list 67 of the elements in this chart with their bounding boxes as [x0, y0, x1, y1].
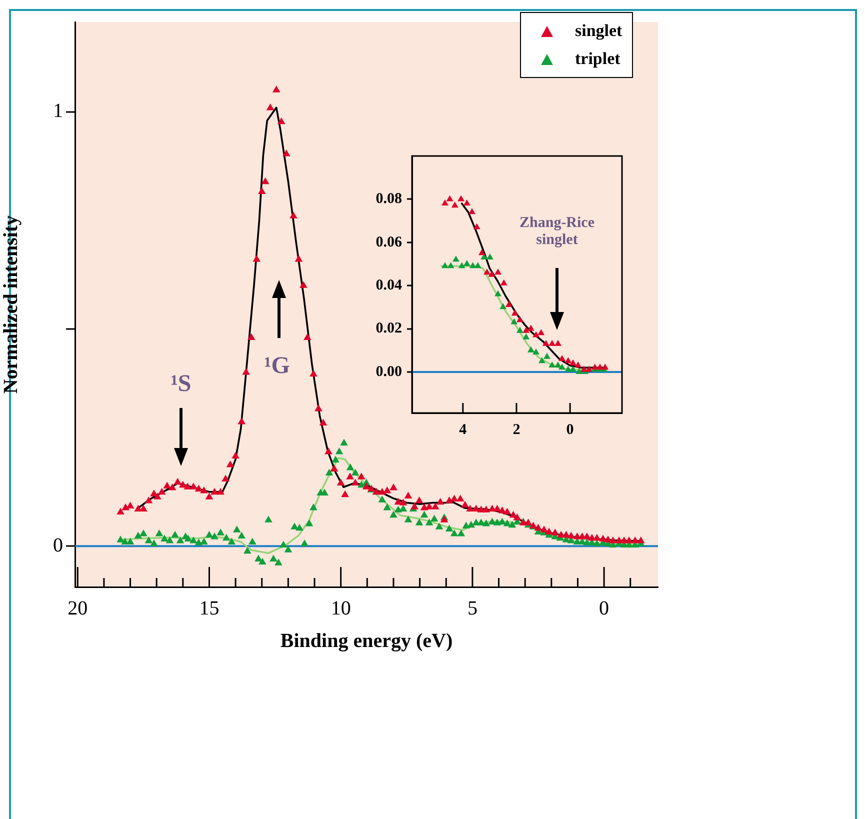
x-tick-label: 20	[68, 597, 88, 620]
point	[570, 359, 576, 366]
point	[478, 249, 486, 256]
point	[576, 368, 583, 374]
point	[494, 290, 502, 296]
point	[511, 310, 518, 316]
annotation: ¹G	[263, 353, 291, 381]
point	[446, 195, 454, 202]
point	[564, 366, 572, 372]
point	[538, 357, 546, 364]
point	[494, 268, 502, 275]
point	[447, 262, 454, 268]
point	[458, 262, 466, 268]
point	[564, 357, 572, 364]
point	[468, 208, 476, 214]
annotation: Zhang-Rice singlet	[518, 214, 596, 249]
point	[463, 200, 470, 206]
point	[548, 361, 556, 368]
x-tick-label: 0	[599, 597, 610, 620]
point	[474, 262, 482, 268]
point	[554, 361, 562, 368]
point	[542, 340, 550, 346]
point	[548, 340, 556, 346]
point	[558, 364, 566, 370]
y-tick-label: 0.04	[376, 277, 402, 294]
y-tick-label: 0.08	[376, 191, 402, 208]
point	[463, 260, 470, 266]
y-tick-label: 0.02	[376, 320, 402, 337]
point	[558, 355, 566, 362]
point	[527, 324, 534, 331]
point	[554, 340, 562, 346]
point	[458, 195, 464, 202]
x-tick-label: 2	[512, 422, 520, 438]
point	[510, 318, 518, 324]
point	[441, 262, 448, 268]
point	[532, 331, 540, 338]
y-tick-label: 0.06	[376, 234, 402, 250]
x-tick-label: 15	[199, 597, 220, 620]
point	[522, 326, 530, 333]
point	[574, 361, 582, 368]
point	[532, 348, 540, 355]
point	[527, 346, 534, 352]
x-axis-title: Binding energy (eV)	[280, 630, 453, 652]
x-tick-label: 0	[566, 422, 574, 438]
x-tick-label: 5	[467, 597, 478, 620]
point	[473, 223, 480, 230]
x-tick-label: 10	[330, 597, 351, 620]
y-tick-label: 0.00	[376, 364, 402, 380]
x-tick-label: 4	[459, 422, 468, 438]
point	[516, 326, 524, 333]
legend-label: triplet	[575, 49, 620, 69]
point	[570, 366, 576, 372]
point	[538, 329, 545, 336]
y-axis-title: Normalized intensity	[0, 215, 22, 394]
y-tick-label: 1	[53, 100, 63, 122]
point	[452, 256, 460, 262]
point	[441, 200, 448, 206]
point	[484, 268, 490, 275]
legend-label: singlet	[575, 21, 622, 41]
point	[544, 352, 550, 359]
point	[486, 254, 494, 260]
point	[500, 279, 508, 286]
point	[522, 333, 530, 340]
point	[516, 316, 524, 322]
point	[500, 303, 507, 310]
point	[451, 202, 458, 208]
annotation: ¹S	[170, 371, 192, 399]
